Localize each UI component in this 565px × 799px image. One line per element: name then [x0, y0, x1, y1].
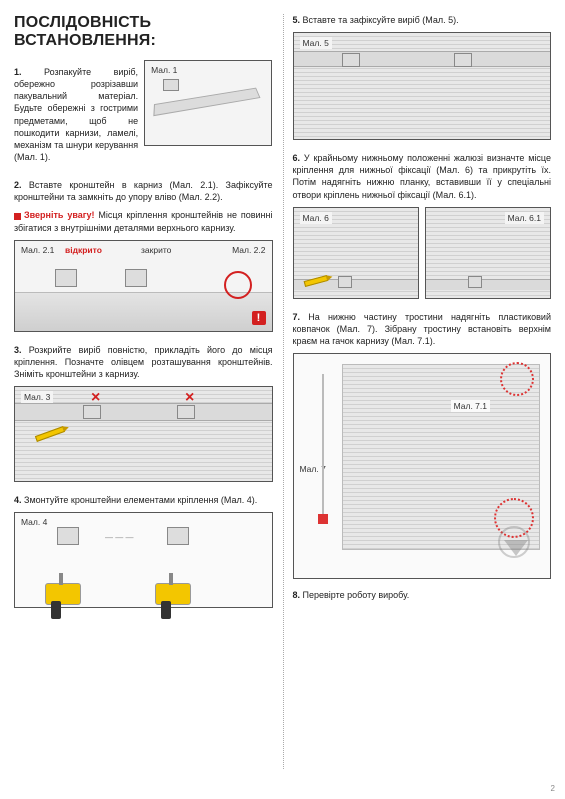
watermark-arrow-icon [504, 540, 528, 556]
open-label: відкрито [65, 245, 102, 255]
step-1-num: 1. [14, 67, 22, 77]
figure-5-label: Мал. 5 [300, 37, 332, 49]
figure-5: Мал. 5 [293, 32, 552, 140]
right-column: 5. Вставте та зафіксуйте виріб (Мал. 5).… [283, 10, 552, 779]
step-8-text: 8. Перевірте роботу виробу. [293, 589, 552, 601]
step-1-body: Розпакуйте виріб, обережно розрізавши па… [14, 67, 138, 162]
bracket-left-icon [57, 527, 79, 545]
step-7-num: 7. [293, 312, 301, 322]
step-7-body: На нижню частину тростини надягніть плас… [293, 312, 552, 346]
step-2-body: Вставте кронштейн в карниз (Мал. 2.1). З… [14, 180, 273, 202]
figure-6-1: Мал. 6.1 [425, 207, 551, 299]
figure-7: Мал. 7 Мал. 7.1 [293, 353, 552, 579]
step-3-body: Розкрийте виріб повністю, прикладіть йог… [14, 345, 273, 379]
figure-6: Мал. 6 [293, 207, 419, 299]
warning-label: Зверніть увагу! [24, 210, 95, 220]
figure-1-label: Мал. 1 [151, 65, 177, 75]
step-5-body: Вставте та зафіксуйте виріб (Мал. 5). [303, 15, 459, 25]
pencil-icon [35, 426, 65, 442]
warning-square-icon [14, 213, 21, 220]
step-3-num: 3. [14, 345, 22, 355]
figure-4-label: Мал. 4 [21, 517, 47, 527]
step-4-body: Змонтуйте кронштейни елементами кріпленн… [24, 495, 257, 505]
step-2-text: 2. Вставте кронштейн в карниз (Мал. 2.1)… [14, 179, 273, 203]
bracket-2-icon [177, 405, 195, 419]
figure-3-label: Мал. 3 [21, 391, 53, 403]
step-2-warning: Зверніть увагу! Місця кріплення кронштей… [14, 209, 273, 233]
closed-label: закрито [141, 245, 171, 255]
figure-7-1-label: Мал. 7.1 [451, 400, 490, 412]
figure-2-1-label: Мал. 2.1 [21, 245, 54, 255]
drill-1-icon [45, 583, 81, 605]
screws-icon: — — — [105, 533, 133, 542]
bracket-open-icon [55, 269, 77, 287]
figure-3: Мал. 3 × × [14, 386, 273, 482]
bracket-right-icon [167, 527, 189, 545]
figure-6-row: Мал. 6 Мал. 6.1 [293, 207, 552, 299]
step-5-num: 5. [293, 15, 301, 25]
warning-icon: ! [252, 311, 266, 325]
figure-6-label: Мал. 6 [300, 212, 332, 224]
left-column: ПОСЛІДОВНІСТЬ ВСТАНОВЛЕННЯ: 1. Розпакуйт… [14, 10, 283, 779]
step-4-text: 4. Змонтуйте кронштейни елементами кріпл… [14, 494, 273, 506]
step-6-num: 6. [293, 153, 301, 163]
step-1-text: 1. Розпакуйте виріб, обережно розрізавши… [14, 66, 138, 163]
figure-6-1-label: Мал. 6.1 [505, 212, 544, 224]
bottom-rail-61-icon [426, 279, 550, 290]
clip-6-icon [338, 276, 352, 288]
clip-61-icon [468, 276, 482, 288]
step-6-body: У крайньому нижньому положенні жалюзі ви… [293, 153, 552, 199]
figure-2: Мал. 2.1 відкрито закрито Мал. 2.2 ! [14, 240, 273, 332]
step-8-body: Перевірте роботу виробу. [303, 590, 410, 600]
figure-4: Мал. 4 — — — [14, 512, 273, 608]
step-8-num: 8. [293, 590, 301, 600]
page-number: 2 [551, 784, 555, 793]
bracket-5b-icon [454, 53, 472, 67]
parts-icon [163, 79, 179, 91]
column-divider [283, 14, 284, 769]
step-6-text: 6. У крайньому нижньому положенні жалюзі… [293, 152, 552, 201]
step-1: 1. Розпакуйте виріб, обережно розрізавши… [14, 60, 273, 169]
wand-icon [322, 374, 324, 514]
step-2-num: 2. [14, 180, 22, 190]
step-7-text: 7. На нижню частину тростини надягніть п… [293, 311, 552, 347]
detail-circle-top-icon [500, 362, 534, 396]
drill-2-icon [155, 583, 191, 605]
wand-cap-icon [318, 514, 328, 524]
step-3-text: 3. Розкрийте виріб повністю, прикладіть … [14, 344, 273, 380]
step-5-text: 5. Вставте та зафіксуйте виріб (Мал. 5). [293, 14, 552, 26]
detail-circle-icon [224, 271, 252, 299]
step-4-num: 4. [14, 495, 22, 505]
top-rail-5-icon [294, 51, 551, 67]
figure-1: Мал. 1 [144, 60, 272, 146]
page: ПОСЛІДОВНІСТЬ ВСТАНОВЛЕННЯ: 1. Розпакуйт… [0, 0, 565, 799]
headrail-icon [153, 87, 260, 116]
bracket-1-icon [83, 405, 101, 419]
figure-2-2-label: Мал. 2.2 [232, 245, 265, 255]
top-rail-icon [15, 403, 272, 421]
bracket-5a-icon [342, 53, 360, 67]
page-title: ПОСЛІДОВНІСТЬ ВСТАНОВЛЕННЯ: [14, 14, 273, 50]
bracket-closed-icon [125, 269, 147, 287]
